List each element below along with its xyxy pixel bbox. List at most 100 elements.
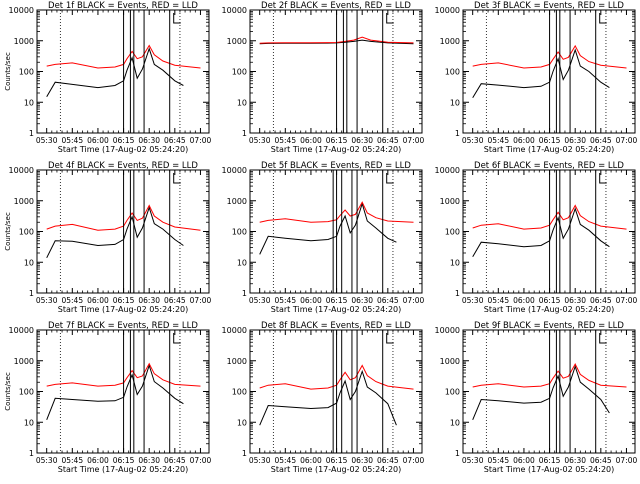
x-tick-label: 06:00 bbox=[513, 456, 535, 465]
y-tick-label: 1000 bbox=[227, 37, 247, 46]
y-tick-label: 10 bbox=[450, 98, 460, 107]
x-axis-label: Start Time (17-Aug-02 05:24:20) bbox=[58, 305, 189, 314]
y-tick-label: 10 bbox=[237, 98, 247, 107]
x-tick-label: 06:15 bbox=[113, 136, 135, 145]
y-tick-label: 1000 bbox=[14, 37, 34, 46]
y-tick-label: 1 bbox=[242, 129, 247, 138]
x-tick-label: 05:45 bbox=[274, 136, 296, 145]
x-tick-label: 07:00 bbox=[616, 296, 638, 305]
y-tick-label: 100 bbox=[19, 388, 34, 397]
x-tick-label: 05:30 bbox=[36, 456, 58, 465]
x-tick-label: 06:30 bbox=[138, 296, 160, 305]
y-tick-label: 10000 bbox=[435, 166, 460, 175]
y-tick-label: 10000 bbox=[222, 166, 247, 175]
series-events-line bbox=[472, 364, 610, 420]
panel-title: Det 6f BLACK = Events, RED = LLD bbox=[474, 161, 624, 171]
panel-title: Det 2f BLACK = Events, RED = LLD bbox=[261, 1, 411, 11]
x-tick-label: 05:30 bbox=[249, 456, 271, 465]
x-tick-label: 06:30 bbox=[351, 456, 373, 465]
x-axis-label: Start Time (17-Aug-02 05:24:20) bbox=[484, 305, 615, 314]
series-lld-line bbox=[472, 204, 627, 230]
series-lld-line bbox=[472, 44, 627, 69]
x-tick-label: 05:45 bbox=[487, 136, 509, 145]
x-tick-label: 06:45 bbox=[590, 136, 612, 145]
x-tick-label: 06:00 bbox=[87, 136, 109, 145]
y-tick-label: 10 bbox=[24, 258, 34, 267]
marker-bracket bbox=[599, 13, 607, 24]
y-axis-label: Counts/sec bbox=[4, 212, 12, 251]
x-axis-label: Start Time (17-Aug-02 05:24:20) bbox=[58, 465, 189, 474]
plot-frame bbox=[36, 329, 210, 454]
x-axis-label: Start Time (17-Aug-02 05:24:20) bbox=[271, 305, 402, 314]
panel-title: Det 5f BLACK = Events, RED = LLD bbox=[261, 161, 411, 171]
panel-title: Det 1f BLACK = Events, RED = LLD bbox=[48, 1, 198, 11]
plot-frame bbox=[462, 169, 636, 294]
y-tick-label: 1 bbox=[29, 289, 34, 298]
x-tick-label: 06:00 bbox=[300, 136, 322, 145]
series-events-line bbox=[46, 47, 184, 98]
panel-det-4: Det 4f BLACK = Events, RED = LLD 1 10 100 10… bbox=[4, 161, 211, 314]
y-tick-label: 10 bbox=[237, 258, 247, 267]
x-tick-label: 05:30 bbox=[249, 136, 271, 145]
y-tick-label: 100 bbox=[19, 68, 34, 77]
x-tick-label: 06:15 bbox=[326, 296, 348, 305]
y-tick-label: 10000 bbox=[9, 6, 34, 15]
panel-title: Det 7f BLACK = Events, RED = LLD bbox=[48, 321, 198, 331]
y-tick-label: 1000 bbox=[227, 197, 247, 206]
x-tick-label: 05:45 bbox=[487, 456, 509, 465]
plot-frame bbox=[36, 9, 210, 134]
y-tick-label: 10 bbox=[24, 98, 34, 107]
series-lld-line bbox=[46, 44, 201, 69]
plot-frame bbox=[462, 329, 636, 454]
x-tick-label: 07:00 bbox=[403, 296, 425, 305]
y-tick-label: 1000 bbox=[14, 357, 34, 366]
panel-det-6: Det 6f BLACK = Events, RED = LLD 1 10 100 10… bbox=[435, 161, 638, 314]
y-tick-label: 10000 bbox=[222, 326, 247, 335]
x-tick-label: 05:30 bbox=[36, 136, 58, 145]
y-tick-label: 1 bbox=[455, 289, 460, 298]
x-tick-label: 07:00 bbox=[190, 296, 212, 305]
y-tick-label: 1 bbox=[455, 449, 460, 458]
x-tick-label: 06:00 bbox=[87, 296, 109, 305]
x-tick-label: 06:15 bbox=[539, 456, 561, 465]
y-tick-label: 1 bbox=[29, 449, 34, 458]
x-tick-label: 07:00 bbox=[403, 136, 425, 145]
x-tick-label: 07:00 bbox=[616, 136, 638, 145]
plot-frame bbox=[36, 169, 210, 294]
x-tick-label: 06:45 bbox=[377, 296, 399, 305]
x-tick-label: 06:30 bbox=[351, 136, 373, 145]
x-tick-label: 05:45 bbox=[61, 136, 83, 145]
x-axis-label: Start Time (17-Aug-02 05:24:20) bbox=[484, 465, 615, 474]
y-tick-label: 10 bbox=[450, 418, 460, 427]
marker-bracket bbox=[173, 173, 181, 184]
x-tick-label: 06:45 bbox=[377, 456, 399, 465]
x-axis-label: Start Time (17-Aug-02 05:24:20) bbox=[58, 145, 189, 154]
x-tick-label: 06:15 bbox=[539, 296, 561, 305]
y-tick-label: 1000 bbox=[440, 357, 460, 366]
panel-title: Det 9f BLACK = Events, RED = LLD bbox=[474, 321, 624, 331]
panel-det-2: Det 2f BLACK = Events, RED = LLD 1 10 100 10… bbox=[222, 1, 425, 154]
plot-frame bbox=[249, 329, 423, 454]
y-axis-label: Counts/sec bbox=[4, 372, 12, 411]
x-tick-label: 06:45 bbox=[164, 296, 186, 305]
series-events-line bbox=[472, 207, 610, 258]
x-tick-label: 05:30 bbox=[249, 296, 271, 305]
y-tick-label: 10 bbox=[24, 418, 34, 427]
x-tick-label: 06:30 bbox=[138, 136, 160, 145]
x-tick-label: 07:00 bbox=[190, 136, 212, 145]
x-tick-label: 05:45 bbox=[487, 296, 509, 305]
x-axis-label: Start Time (17-Aug-02 05:24:20) bbox=[484, 145, 615, 154]
x-tick-label: 06:30 bbox=[564, 296, 586, 305]
y-tick-label: 10000 bbox=[435, 6, 460, 15]
panel-det-1: Det 1f BLACK = Events, RED = LLD 1 10 100 10… bbox=[4, 1, 211, 154]
y-tick-label: 100 bbox=[445, 228, 460, 237]
y-tick-label: 10000 bbox=[435, 326, 460, 335]
panel-title: Det 4f BLACK = Events, RED = LLD bbox=[48, 161, 198, 171]
panel-title: Det 8f BLACK = Events, RED = LLD bbox=[261, 321, 411, 331]
x-tick-label: 06:00 bbox=[513, 296, 535, 305]
marker-bracket bbox=[386, 13, 394, 24]
y-tick-label: 10000 bbox=[222, 6, 247, 15]
y-tick-label: 10 bbox=[450, 258, 460, 267]
x-tick-label: 07:00 bbox=[403, 456, 425, 465]
